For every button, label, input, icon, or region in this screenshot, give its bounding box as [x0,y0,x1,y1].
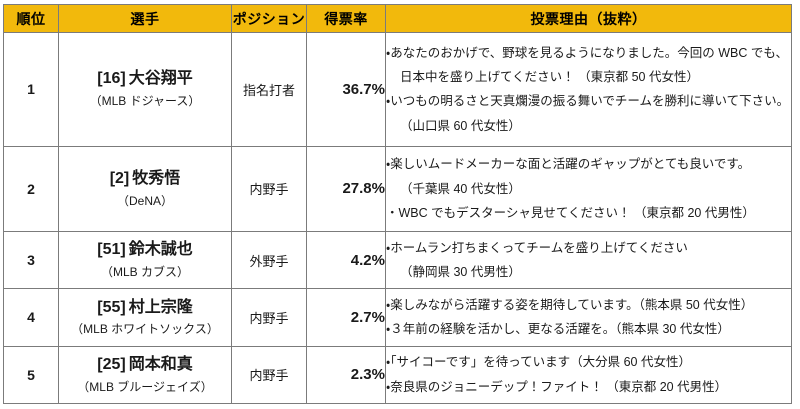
column-header-reason: 投票理由（抜粋） [385,4,792,33]
table-row: 1 [16] 大谷翔平 （MLB ドジャース） 指名打者 36.7% ・あなたのおかげで、野… [3,32,792,147]
column-header-rank: 順位 [3,4,59,33]
vote-reason-text: ・いつもの明るさと天真爛漫の振る舞いでチームを勝利に導いて下さい。 [386,94,790,109]
position-cell: 指名打者 [231,32,307,147]
rank-cell: 5 [3,345,59,405]
player-cell: [55] 村上宗隆 （MLB ホワイトソックス） [58,288,232,347]
vote-reason-list: ・あなたのおかげで、野球を見るようになりました。今回の WBC でも、日本中を盛… [386,41,791,139]
player-name: [51] 鈴木誠也 [59,239,231,261]
list-item: ・WBC でもデスターシャ見せてください！ （東京都 20 代男性） [386,201,791,225]
vote-reason-text: ・WBC でもデスターシャ見せてください！ （東京都 20 代男性） [386,205,755,220]
vote-reason-text: ・楽しいムードメーカーな面と活躍のギャップがとても良いです。 [386,157,751,172]
table-header: 順位 選手 ポジション 得票率 投票理由（抜粋） [3,4,792,33]
vote-reason-text: ・あなたのおかげで、野球を見るようになりました。今回の WBC でも、 [386,45,788,60]
list-item: ・いつもの明るさと天真爛漫の振る舞いでチームを勝利に導いて下さい。 （山口県 60… [386,89,791,138]
list-item: ・あなたのおかげで、野球を見るようになりました。今回の WBC でも、日本中を盛… [386,41,791,90]
column-header-rate: 得票率 [306,4,386,33]
player-cell: [16] 大谷翔平 （MLB ドジャース） [58,32,232,147]
table-row: 3 [51] 鈴木誠也 （MLB カブス） 外野手 4.2% ・ホームラン打ちまくってチーム… [3,230,792,290]
player-cell: [25] 岡本和真 （MLB ブルージェイズ） [58,345,232,405]
position-cell: 内野手 [231,145,307,232]
position-cell: 外野手 [231,230,307,290]
vote-reason-cell: ・楽しみながら活躍する姿を期待しています。（熊本県 50 代女性） ・３年前の経験… [385,288,792,347]
vote-rate-cell: 36.7% [306,32,386,147]
header-row: 順位 選手 ポジション 得票率 投票理由（抜粋） [3,4,792,33]
vote-reason-list: ・楽しみながら活躍する姿を期待しています。（熊本県 50 代女性） ・３年前の経験… [386,293,791,342]
player-jersey-number: [55] [97,298,126,316]
table-body: 1 [16] 大谷翔平 （MLB ドジャース） 指名打者 36.7% ・あなたのおかげで、野… [3,32,792,405]
player-name: [16] 大谷翔平 [59,68,231,90]
vote-reason-cell: ・「サイコーです」を待っています（大分県 60 代女性） ・奈良県のジョニーデップ… [385,345,792,405]
list-item: ・楽しいムードメーカーな面と活躍のギャップがとても良いです。 （千葉県 40 代女… [386,152,791,201]
table-row: 2 [2] 牧秀悟 （DeNA） 内野手 27.8% ・楽しいムードメーカーな面と活躍のギャ… [3,145,792,232]
player-name-text: 大谷翔平 [128,70,193,88]
player-team: （MLB ホワイトソックス） [71,322,219,337]
player-jersey-number: [16] [97,70,126,88]
vote-reason-text: ・３年前の経験を活かし、更なる活躍を。（熊本県 30 代女性） [386,322,730,337]
rank-cell: 1 [3,32,59,147]
player-cell: [2] 牧秀悟 （DeNA） [58,145,232,232]
position-cell: 内野手 [231,288,307,347]
player-jersey-number: [25] [97,356,126,374]
vote-rate-cell: 27.8% [306,145,386,232]
player-jersey-number: [51] [97,241,126,259]
vote-reason-list: ・ホームラン打ちまくってチームを盛り上げてください （静岡県 30 代男性） [386,236,791,285]
ranking-table-container: 順位 選手 ポジション 得票率 投票理由（抜粋） 1 [16] 大谷翔平 （MLB ド… [3,4,792,405]
vote-reason-cell: ・ホームラン打ちまくってチームを盛り上げてください （静岡県 30 代男性） [385,230,792,290]
vote-reason-text: ・楽しみながら活躍する姿を期待しています。（熊本県 50 代女性） [386,298,754,313]
rank-cell: 4 [3,288,59,347]
vote-reason-text-continued: 日本中を盛り上げてください！ （東京都 50 代女性） [400,69,699,84]
player-name-text: 牧秀悟 [132,169,181,187]
vote-reason-text: ・奈良県のジョニーデップ！ファイト！ （東京都 20 代男性） [386,379,728,394]
vote-rate-cell: 2.7% [306,288,386,347]
list-item: ・３年前の経験を活かし、更なる活躍を。（熊本県 30 代女性） [386,317,791,341]
rank-cell: 3 [3,230,59,290]
list-item: ・「サイコーです」を待っています（大分県 60 代女性） [386,350,791,374]
vote-reason-cell: ・あなたのおかげで、野球を見るようになりました。今回の WBC でも、日本中を盛… [385,32,792,147]
vote-reason-list: ・楽しいムードメーカーな面と活躍のギャップがとても良いです。 （千葉県 40 代女… [386,152,791,225]
table-row: 5 [25] 岡本和真 （MLB ブルージェイズ） 内野手 2.3% ・「サイコーです」を待… [3,345,792,405]
player-name-text: 村上宗隆 [128,298,193,316]
player-name-text: 鈴木誠也 [128,241,193,259]
player-team: （DeNA） [116,193,173,208]
player-team: （MLB ブルージェイズ） [77,379,213,394]
player-team: （MLB カブス） [100,264,189,279]
vote-reason-cell: ・楽しいムードメーカーな面と活躍のギャップがとても良いです。 （千葉県 40 代女… [385,145,792,232]
vote-rate-cell: 2.3% [306,345,386,405]
rank-cell: 2 [3,145,59,232]
column-header-position: ポジション [231,4,307,33]
player-name: [55] 村上宗隆 [59,297,231,319]
vote-reason-text-continued: （千葉県 40 代女性） [400,181,521,196]
ranking-table: 順位 選手 ポジション 得票率 投票理由（抜粋） 1 [16] 大谷翔平 （MLB ド… [3,4,792,405]
table-row: 4 [55] 村上宗隆 （MLB ホワイトソックス） 内野手 2.7% ・楽しみながら活躍す… [3,288,792,347]
player-name: [2] 牧秀悟 [59,168,231,190]
player-team: （MLB ドジャース） [89,94,201,109]
player-name-text: 岡本和真 [128,356,193,374]
vote-reason-text: ・ホームラン打ちまくってチームを盛り上げてください [386,240,688,255]
vote-rate-cell: 4.2% [306,230,386,290]
list-item: ・奈良県のジョニーデップ！ファイト！ （東京都 20 代男性） [386,375,791,399]
player-cell: [51] 鈴木誠也 （MLB カブス） [58,230,232,290]
position-cell: 内野手 [231,345,307,405]
player-jersey-number: [2] [109,169,130,187]
list-item: ・楽しみながら活躍する姿を期待しています。（熊本県 50 代女性） [386,293,791,317]
vote-reason-text-continued: （静岡県 30 代男性） [400,265,521,280]
player-name: [25] 岡本和真 [59,354,231,376]
list-item: ・ホームラン打ちまくってチームを盛り上げてください （静岡県 30 代男性） [386,236,791,285]
vote-reason-text-continued: （山口県 60 代女性） [400,118,521,133]
vote-reason-text: ・「サイコーです」を待っています（大分県 60 代女性） [386,355,691,370]
column-header-player: 選手 [58,4,232,33]
vote-reason-list: ・「サイコーです」を待っています（大分県 60 代女性） ・奈良県のジョニーデップ… [386,350,791,399]
